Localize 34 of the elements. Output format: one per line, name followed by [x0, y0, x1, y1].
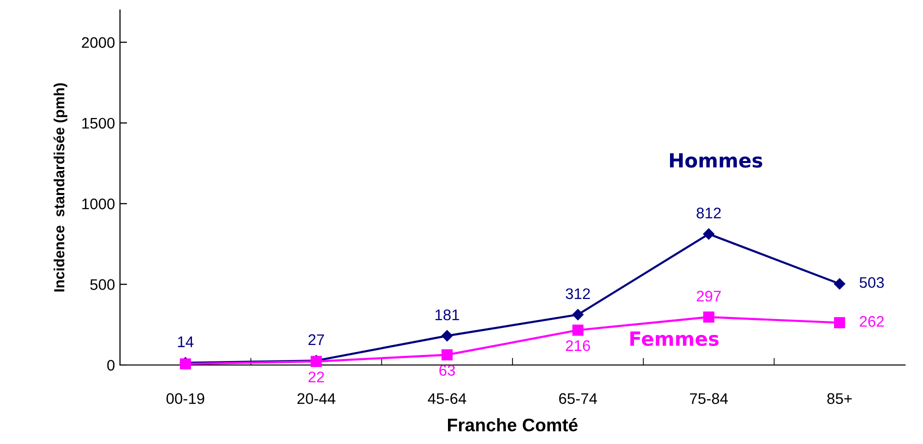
- y-tick-label: 1000: [82, 198, 115, 210]
- point: [442, 349, 453, 360]
- x-axis-title: Franche Comté: [448, 418, 578, 432]
- point: [834, 317, 846, 328]
- x-tick-label: 85+: [827, 393, 852, 404]
- data-label: 14: [178, 336, 194, 348]
- point: [572, 309, 584, 320]
- x-tick-label: 00-19: [166, 393, 204, 404]
- data-label: 297: [696, 290, 721, 302]
- series-label: Femmes: [630, 332, 719, 346]
- y-tick-label: 500: [90, 279, 115, 290]
- data-label: 27: [308, 334, 324, 345]
- data-label: 262: [860, 316, 884, 327]
- y-tick-label: 1500: [82, 118, 115, 129]
- text: Hommes: [670, 153, 762, 168]
- point: [703, 228, 714, 240]
- y-tick-label: 0: [107, 360, 115, 371]
- y-tick-label: 2000: [82, 37, 115, 48]
- x-tick-label: 65-74: [559, 393, 598, 404]
- point: [834, 278, 846, 290]
- data-label: 812: [696, 208, 721, 218]
- point: [572, 324, 584, 336]
- x-tick-label: 45-64: [428, 393, 466, 404]
- data-label: 503: [860, 277, 884, 288]
- data-label: 216: [566, 340, 590, 352]
- point: [703, 312, 714, 323]
- point: [441, 330, 453, 342]
- data-label: 22: [308, 372, 324, 382]
- y-axis-title: Incidence standardisée (pmh): [54, 83, 68, 292]
- data-label: 312: [566, 288, 590, 300]
- x-tick-label: 75-84: [690, 393, 728, 404]
- x-tick-label: 20-44: [297, 393, 336, 404]
- data-label: 181: [436, 309, 460, 320]
- data-label: 63: [439, 364, 455, 376]
